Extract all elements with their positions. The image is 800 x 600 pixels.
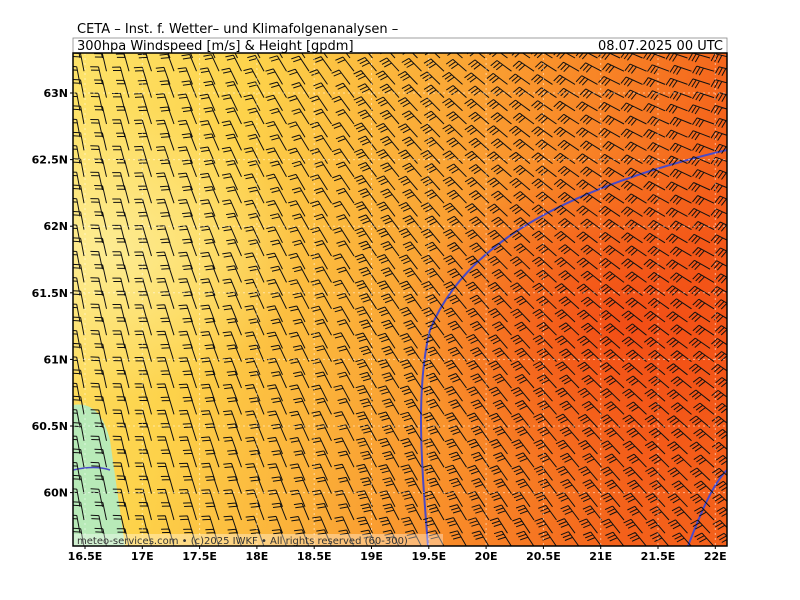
lon-label: 19.5E: [411, 550, 446, 563]
field-low: [73, 404, 125, 546]
lon-label: 17E: [131, 550, 154, 563]
wind-barbs: [73, 53, 727, 546]
height-contour: [687, 469, 727, 546]
height-contour: [73, 466, 111, 471]
lon-label: 16.5E: [68, 550, 103, 563]
lon-label: 17.5E: [182, 550, 217, 563]
footer-text: meteo-services.com • (c)2025 IWKF • All …: [77, 536, 408, 547]
lon-label: 22E: [704, 550, 727, 563]
height-contour: [420, 149, 727, 546]
lat-label: 62.5N: [32, 154, 68, 167]
lon-label: 21.5E: [641, 550, 676, 563]
lon-label: 18.5E: [297, 550, 332, 563]
lon-label: 20E: [475, 550, 498, 563]
axis-ticks: 63N 62.5N 62N 61.5N 61N 60.5N 60N 16.5E 17E 17.5E…: [32, 87, 727, 563]
lon-label: 20.5E: [526, 550, 561, 563]
lat-label: 60N: [43, 487, 68, 500]
map-area: meteo-services.com • (c)2025 IWKF • All …: [73, 53, 727, 547]
footer-bg: [73, 534, 443, 546]
header-date: 08.07.2025 00 UTC: [598, 39, 723, 54]
lat-label: 63N: [43, 87, 68, 100]
lat-label: 61N: [43, 353, 68, 366]
lat-label: 61.5N: [32, 287, 68, 300]
barb-set: [73, 53, 727, 546]
lon-label: 19E: [360, 550, 383, 563]
grid-lines: [73, 53, 727, 546]
header-subtitle: 300hpa Windspeed [m/s] & Height [gpdm]: [77, 39, 354, 54]
header-title: CETA – Inst. f. Wetter– und Klimafolgena…: [77, 22, 398, 37]
map-frame: [72, 52, 728, 547]
lat-label: 60.5N: [32, 420, 68, 433]
lon-label: 18E: [245, 550, 268, 563]
lat-label: 62N: [43, 220, 68, 233]
lon-label: 21E: [589, 550, 612, 563]
